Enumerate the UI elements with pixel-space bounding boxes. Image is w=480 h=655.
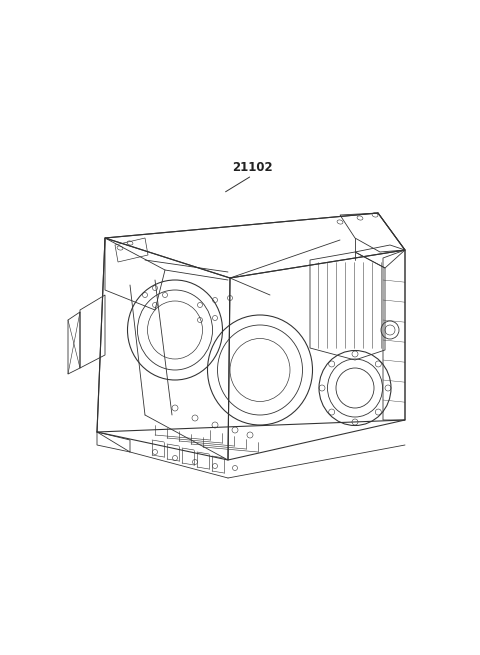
Text: 21102: 21102 [232,160,272,174]
